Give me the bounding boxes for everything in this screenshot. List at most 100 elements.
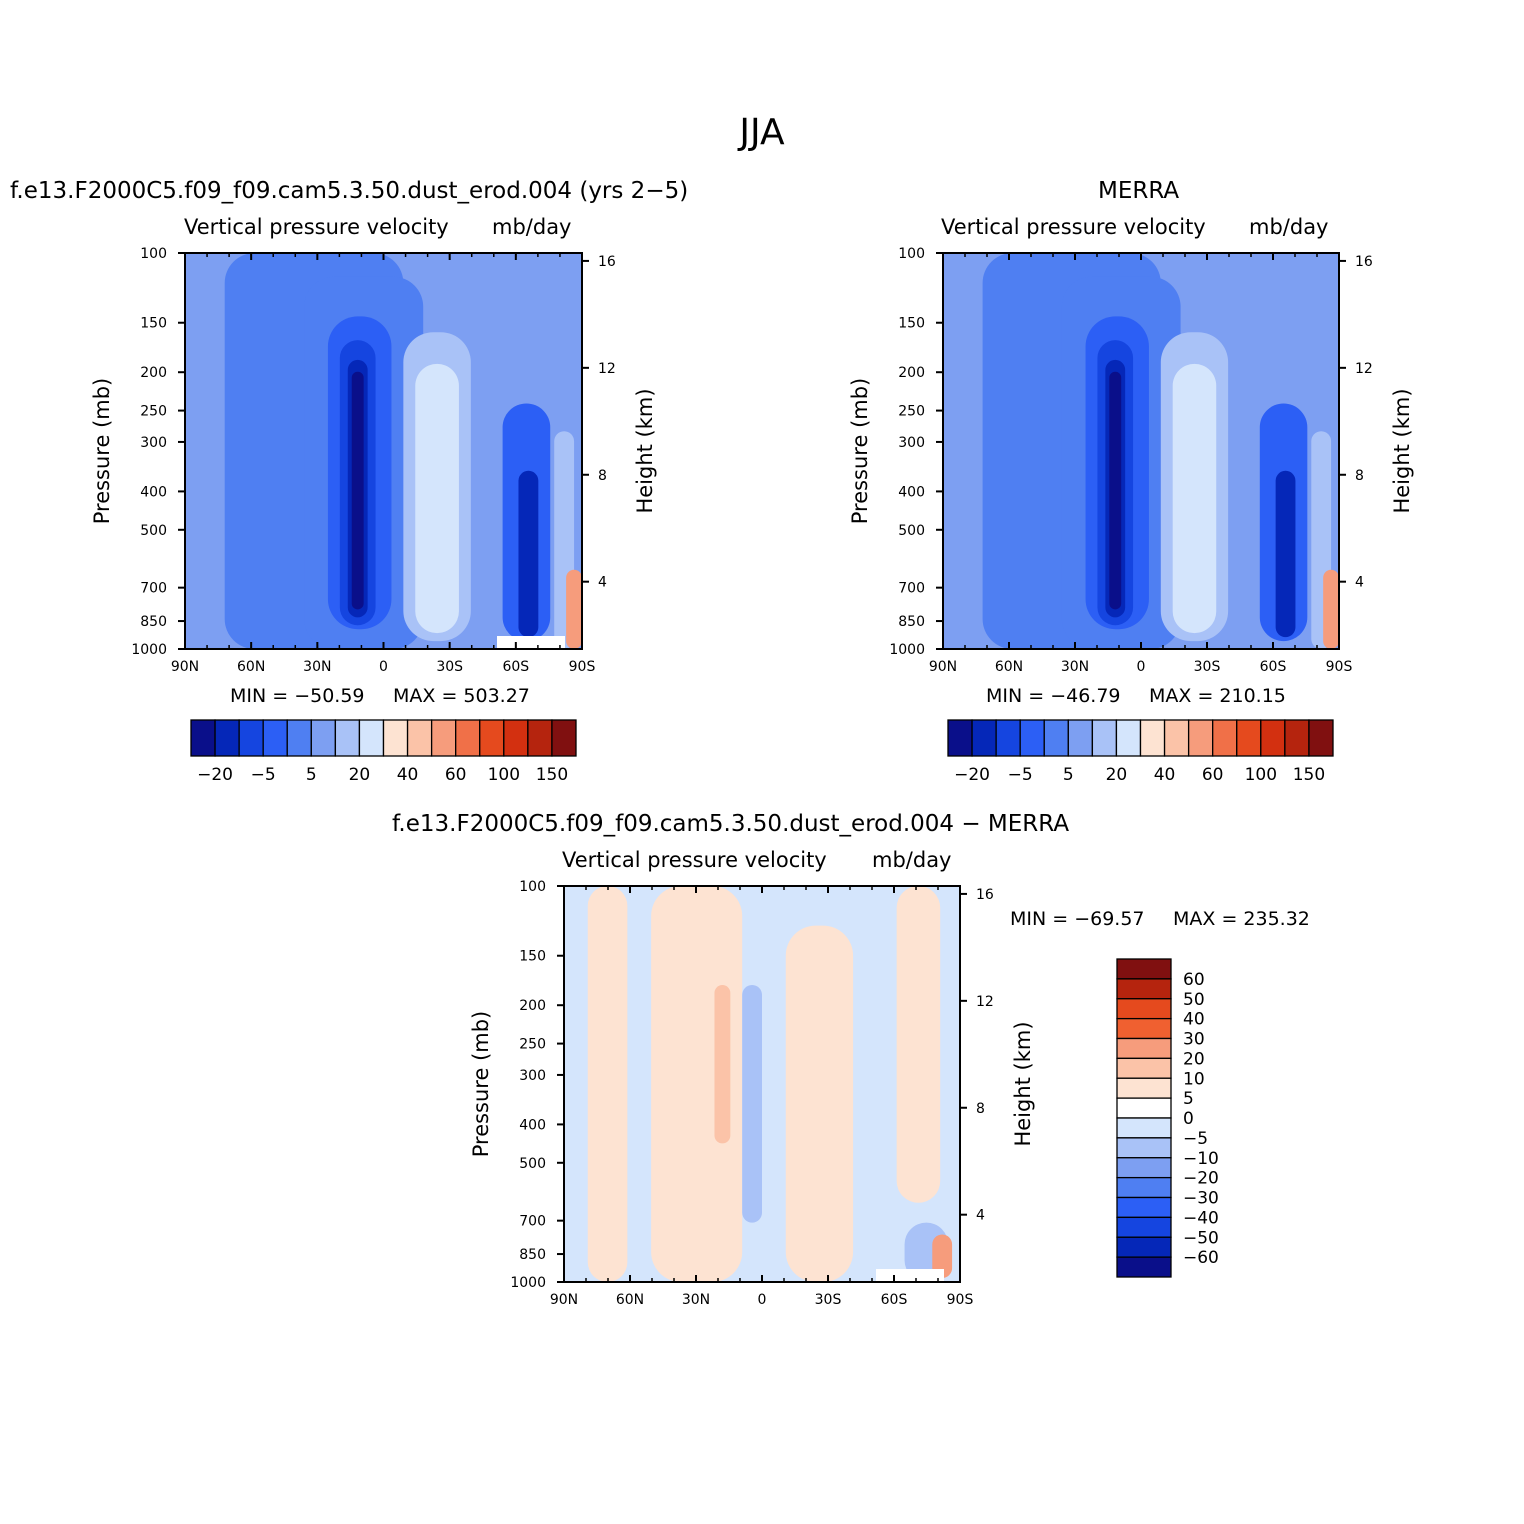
colorbar-box (1019, 719, 1045, 757)
colorbar-label: 40 (1154, 765, 1176, 785)
panel-1-title: f.e13.F2000C5.f09_f09.cam5.3.50.dust_ero… (10, 178, 689, 204)
panel-2-colorbar: −20 −5 5 20 40 60 100 150 (947, 719, 1334, 785)
y-tick-label: 150 (140, 316, 167, 332)
panel-1-field (185, 253, 582, 649)
x-tick-label: 90N (929, 659, 957, 675)
y-tick-label: 100 (140, 246, 167, 262)
y-tick-label: 500 (140, 523, 167, 539)
y2-tick-label: 8 (976, 1101, 985, 1117)
colorbar-label: 30 (1183, 1030, 1205, 1050)
field-band (932, 1234, 953, 1279)
colorbar-box (1163, 719, 1190, 757)
y-axis-label: Pressure (mb) (469, 1011, 493, 1158)
colorbar-box (1116, 1236, 1172, 1258)
colorbar-label: 40 (1183, 1010, 1205, 1030)
y-tick-label: 500 (519, 1156, 546, 1172)
y2-tick-label: 4 (1355, 575, 1364, 591)
colorbar-label: −10 (1183, 1149, 1219, 1169)
y2-tick-label: 16 (976, 887, 994, 903)
colorbar-label: −20 (1183, 1169, 1219, 1189)
colorbar-label: −50 (1183, 1228, 1219, 1248)
panel-1-min: MIN = −50.59 (230, 685, 365, 707)
colorbar-box (1116, 1057, 1172, 1079)
x-tick-label: 30N (303, 659, 331, 675)
colorbar-label: 20 (349, 765, 371, 785)
colorbar-box (1116, 958, 1172, 980)
colorbar-box (1212, 719, 1238, 757)
field-band (415, 363, 459, 634)
y-tick-label: 700 (519, 1214, 546, 1230)
colorbar-box (1043, 719, 1069, 757)
colorbar-box (1187, 719, 1214, 757)
y-tick-label: 850 (898, 614, 925, 630)
colorbar-box (1116, 1017, 1172, 1040)
colorbar-label: 20 (1183, 1049, 1205, 1069)
panel-2-min: MIN = −46.79 (986, 685, 1121, 707)
colorbar-box (971, 719, 997, 757)
panel-2-axes: 90N 60N 30N 0 30S 60S 90S 100 150 200 250 300 400 500… (848, 246, 1414, 675)
colorbar-label: 60 (1183, 970, 1205, 990)
colorbar-box (1116, 1196, 1172, 1219)
y-tick-label: 200 (898, 365, 925, 381)
panel-3-units: mb/day (872, 848, 952, 872)
colorbar-box (527, 719, 553, 757)
colorbar-box (1116, 1157, 1172, 1179)
y2-tick-label: 16 (598, 254, 616, 270)
colorbar-label: −60 (1183, 1248, 1219, 1268)
colorbar-box (479, 719, 505, 757)
y-tick-label: 300 (140, 435, 167, 451)
colorbar-box (947, 719, 973, 757)
colorbar-box (1116, 1097, 1172, 1119)
x-tick-label: 60S (881, 1292, 908, 1308)
colorbar-box (1116, 1137, 1172, 1159)
field-band (896, 886, 941, 1203)
colorbar-box (1139, 719, 1166, 757)
colorbar-box (1116, 1256, 1172, 1278)
y2-tick-label: 8 (598, 468, 607, 484)
x-tick-label: 60N (995, 659, 1023, 675)
colorbar-box (358, 719, 385, 757)
x-tick-label: 60N (237, 659, 265, 675)
field-band (1172, 363, 1217, 634)
colorbar-box (1116, 1216, 1172, 1238)
y2-tick-label: 4 (976, 1208, 985, 1224)
y-tick-label: 700 (140, 581, 167, 597)
y-tick-label: 500 (898, 523, 925, 539)
x-tick-label: 30N (1061, 659, 1089, 675)
colorbar-box (430, 719, 457, 757)
field-band (1109, 371, 1122, 610)
x-tick-label: 0 (379, 659, 388, 675)
colorbar-label: 40 (397, 765, 419, 785)
colorbar-label: 150 (536, 765, 568, 785)
x-tick-label: 60N (616, 1292, 644, 1308)
field-band (1323, 569, 1339, 649)
missing-data-mask (876, 1269, 944, 1282)
colorbar-box (334, 719, 361, 757)
colorbar-box (1236, 719, 1262, 757)
panel-2-units: mb/day (1249, 215, 1329, 239)
x-tick-label: 30S (1194, 659, 1221, 675)
y-tick-label: 250 (140, 404, 167, 420)
field-band (714, 985, 731, 1144)
panel-2-title: MERRA (1098, 178, 1180, 204)
x-tick-label: 0 (1137, 659, 1146, 675)
panel-1-axes: 90N 60N 30N 0 30S 60S 90S 100 150 200 250 300 400 500… (90, 246, 657, 675)
colorbar-label: 50 (1183, 990, 1205, 1010)
y-tick-label: 400 (519, 1117, 546, 1133)
colorbar-box (1116, 978, 1172, 1000)
y-tick-label: 200 (140, 365, 167, 381)
colorbar-label: 5 (1063, 765, 1074, 785)
field-band (785, 925, 854, 1282)
y2-axis-label: Height (km) (1390, 388, 1414, 513)
x-tick-label: 90N (171, 659, 199, 675)
y-tick-label: 100 (519, 879, 546, 895)
colorbar-box (1115, 719, 1142, 757)
colorbar-label: −5 (251, 765, 276, 785)
panel-3-axes: 90N 60N 30N 0 30S 60S 90S 100 150 200 250 300 400 500… (469, 879, 1035, 1308)
y-tick-label: 700 (898, 581, 925, 597)
colorbar-box (1116, 1077, 1172, 1099)
colorbar-label: −5 (1183, 1129, 1208, 1149)
panel-2-field (943, 253, 1339, 649)
colorbar-label: 0 (1183, 1109, 1194, 1129)
